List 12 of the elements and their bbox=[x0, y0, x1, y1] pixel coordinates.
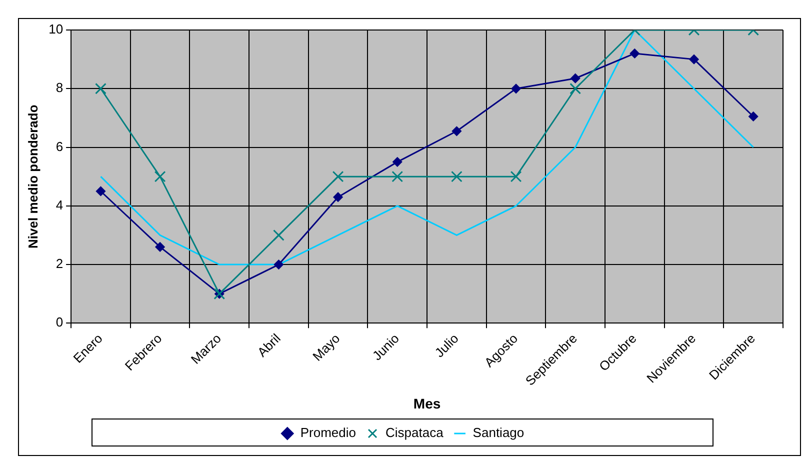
x-axis-title: Mes bbox=[413, 395, 441, 412]
y-axis-title: Nivel medio ponderado bbox=[25, 104, 40, 248]
y-tick-label: 10 bbox=[48, 22, 64, 37]
x-tick-label: Julio bbox=[432, 330, 462, 360]
y-tick-label: 8 bbox=[56, 80, 64, 96]
y-tick-label: 2 bbox=[56, 256, 64, 272]
legend-label: Cispataca bbox=[386, 425, 444, 440]
legend-label: Promedio bbox=[300, 425, 356, 440]
y-tick-label: 4 bbox=[56, 197, 64, 212]
y-tick-label: 0 bbox=[56, 314, 64, 330]
y-tick-label: 6 bbox=[56, 138, 64, 154]
legend-label: Santiago bbox=[472, 425, 524, 440]
